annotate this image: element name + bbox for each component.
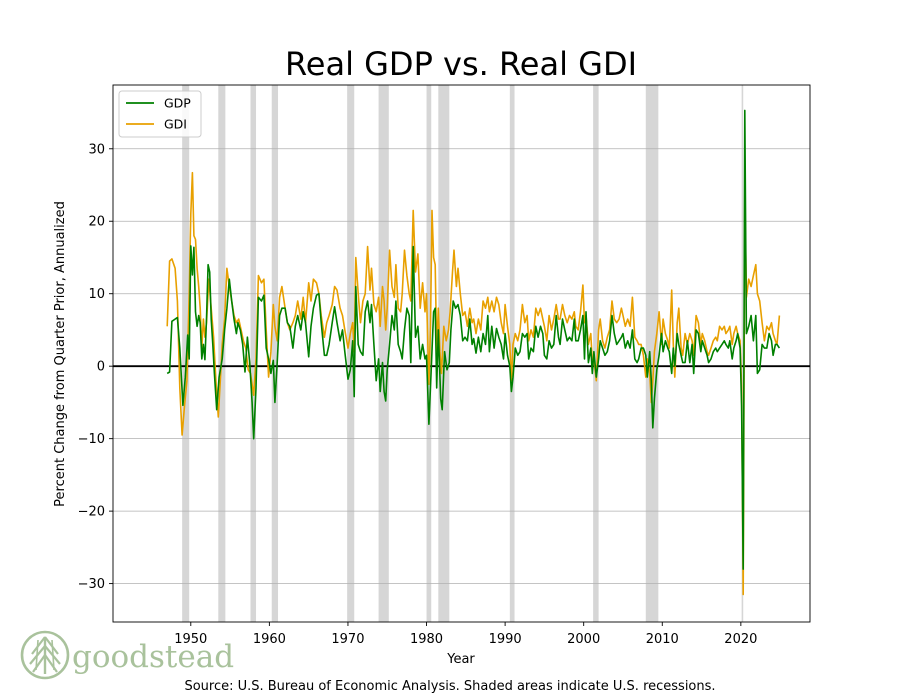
- x-tick-label: 1950: [174, 632, 207, 647]
- legend-label-gdp: GDP: [164, 96, 191, 111]
- x-tick-label: 1960: [253, 632, 286, 647]
- recession-band: [593, 85, 599, 622]
- recession-band: [741, 85, 744, 622]
- legend-label-gdi: GDI: [164, 117, 187, 132]
- gridlines: [113, 148, 810, 584]
- recession-band: [271, 85, 279, 622]
- y-tick-label: 20: [88, 215, 105, 230]
- x-tick-label: 2000: [567, 632, 600, 647]
- legend: GDP GDI: [118, 90, 202, 138]
- y-axis-ticks: −30 −20 −10 0 10 20 30: [78, 142, 113, 592]
- series-line-gdi: [166, 171, 781, 596]
- recession-band: [182, 85, 190, 622]
- x-tick-label: 1990: [489, 632, 522, 647]
- data-series: [166, 109, 781, 596]
- x-tick-label: 1980: [410, 632, 443, 647]
- y-tick-label: 30: [88, 142, 105, 157]
- y-tick-label: 0: [97, 360, 105, 375]
- recession-band: [347, 85, 355, 622]
- recession-band: [250, 85, 257, 622]
- goodstead-logo: goodstead: [20, 630, 234, 680]
- y-tick-label: −10: [78, 432, 105, 447]
- y-tick-label: −20: [78, 505, 105, 520]
- y-axis-label: Percent Change from Quarter Prior, Annua…: [53, 201, 68, 507]
- series-line-gdp: [166, 109, 781, 570]
- logo-wordmark: goodstead: [72, 639, 234, 675]
- x-axis-ticks: 1950 1960 1970 1980 1990 2000 2010 2020: [174, 622, 757, 647]
- recession-band: [426, 85, 432, 622]
- x-tick-label: 2010: [646, 632, 679, 647]
- y-tick-label: −30: [78, 577, 105, 592]
- x-tick-label: 2020: [724, 632, 757, 647]
- recession-band: [378, 85, 389, 622]
- x-tick-label: 1970: [331, 632, 364, 647]
- y-tick-label: 10: [88, 287, 105, 302]
- chart-title: Real GDP vs. Real GDI: [285, 45, 637, 83]
- recession-band: [645, 85, 659, 622]
- x-axis-label: Year: [446, 652, 475, 667]
- tree-icon: [20, 630, 70, 680]
- plot-frame: [112, 84, 811, 623]
- source-note: Source: U.S. Bureau of Economic Analysis…: [184, 679, 716, 694]
